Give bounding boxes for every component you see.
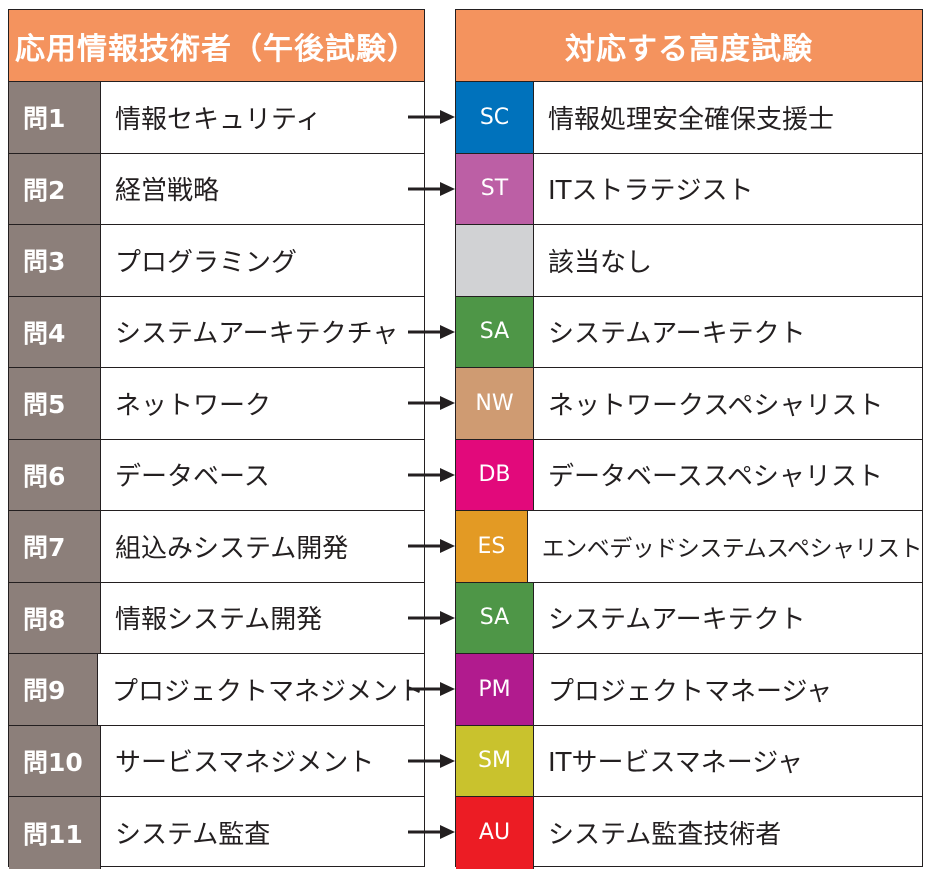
question-row: 問11 システム監査 (9, 797, 424, 869)
question-topic: 組込みシステム開発 (115, 533, 349, 564)
exam-rows: SC 情報処理安全確保支援士 ST ITストラテジスト 該当なし SA システムアーキテクト… (456, 82, 923, 869)
arrow-right-icon (408, 110, 455, 125)
exam-name: 該当なし (548, 247, 653, 278)
right-header: 対応する高度試験 (456, 10, 922, 82)
exam-name: エンベデッドシステムスペシャリスト (541, 536, 923, 563)
question-number: 問5 (9, 368, 101, 439)
arrow-right-icon (408, 610, 455, 625)
arrow-right-icon (408, 825, 455, 840)
advanced-exam-table: 対応する高度試験 SC 情報処理安全確保支援士 ST ITストラテジスト 該当なし SA シ… (455, 9, 923, 869)
exam-name: システム監査技術者 (548, 820, 782, 851)
question-row: 問8 情報システム開発 (9, 582, 424, 654)
question-topic: 情報セキュリティ (115, 104, 322, 135)
question-topic: ネットワーク (115, 390, 272, 421)
exam-row: SA システムアーキテクト (456, 582, 922, 654)
question-number: 問1 (9, 82, 101, 153)
question-topic: プロジェクトマネジメント (111, 676, 424, 707)
question-number: 問4 (9, 296, 101, 367)
exam-name: データベーススペシャリスト (548, 462, 883, 493)
question-row: 問4 システムアーキテクチャ (9, 296, 424, 368)
question-row: 問7 組込みシステム開発 (9, 511, 424, 583)
exam-code-badge: SA (456, 582, 534, 653)
exam-row: ST ITストラテジスト (456, 153, 922, 225)
exam-code-badge: DB (456, 439, 534, 510)
question-row: 問1 情報セキュリティ (9, 82, 424, 154)
exam-name: プロジェクトマネージャ (548, 676, 833, 707)
exam-name: ITサービスマネージャ (548, 748, 803, 779)
exam-name: システムアーキテクト (548, 605, 806, 636)
exam-code-badge: ES (456, 511, 528, 582)
arrow-right-icon (408, 181, 455, 196)
question-topic: システムアーキテクチャ (115, 319, 399, 350)
exam-row: SC 情報処理安全確保支援士 (456, 82, 922, 154)
question-number: 問2 (9, 153, 101, 224)
exam-row: SM ITサービスマネージャ (456, 725, 922, 797)
question-number: 問10 (9, 725, 101, 796)
arrow-right-icon (408, 682, 455, 697)
question-number: 問6 (9, 439, 101, 510)
exam-name: ネットワークスペシャリスト (548, 390, 884, 421)
question-topic: システム監査 (115, 820, 271, 851)
left-header: 応用情報技術者（午後試験） (9, 10, 424, 82)
question-number: 問11 (9, 797, 101, 869)
exam-row: PM プロジェクトマネージャ (456, 654, 922, 726)
exam-code-badge: AU (456, 797, 534, 869)
question-rows: 問1 情報セキュリティ 問2 経営戦略 問3 プログラミング 問4 システムアーキテクチャ 問5… (9, 82, 424, 869)
question-number: 問8 (9, 582, 101, 653)
question-row: 問5 ネットワーク (9, 368, 424, 440)
exam-row: AU システム監査技術者 (456, 797, 922, 869)
exam-row: SA システムアーキテクト (456, 296, 922, 368)
question-topic: プログラミング (115, 247, 298, 278)
question-row: 問6 データベース (9, 439, 424, 511)
exam-code-badge (456, 225, 534, 296)
exam-name: 情報処理安全確保支援士 (548, 104, 835, 135)
question-topic: データベース (115, 462, 270, 493)
question-number: 問9 (9, 654, 98, 725)
question-row: 問9 プロジェクトマネジメント (9, 654, 424, 726)
exam-code-badge: ST (456, 153, 534, 224)
exam-code-badge: SM (456, 725, 534, 796)
exam-row: DB データベーススペシャリスト (456, 439, 922, 511)
arrow-right-icon (408, 324, 455, 339)
exam-code-badge: NW (456, 368, 534, 439)
question-number: 問7 (9, 511, 101, 582)
exam-row: NW ネットワークスペシャリスト (456, 368, 922, 440)
exam-code-badge: SC (456, 82, 534, 153)
question-topic: サービスマネジメント (115, 748, 375, 779)
question-topic: 経営戦略 (115, 176, 220, 207)
exam-row: ES エンベデッドシステムスペシャリスト (456, 511, 923, 583)
question-row: 問3 プログラミング (9, 225, 424, 297)
question-topic: 情報システム開発 (115, 605, 323, 636)
exam-row: 該当なし (456, 225, 922, 297)
question-number: 問3 (9, 225, 101, 296)
arrow-right-icon (408, 467, 455, 482)
arrow-right-icon (408, 539, 455, 554)
question-row: 問10 サービスマネジメント (9, 725, 424, 797)
arrow-right-icon (408, 396, 455, 411)
exam-code-badge: SA (456, 296, 534, 367)
arrow-right-icon (408, 753, 455, 768)
exam-code-badge: PM (456, 654, 534, 725)
afternoon-exam-table: 応用情報技術者（午後試験） 問1 情報セキュリティ 問2 経営戦略 問3 プログラミング問… (8, 9, 425, 869)
question-row: 問2 経営戦略 (9, 153, 424, 225)
exam-name: システムアーキテクト (548, 319, 806, 350)
exam-name: ITストラテジスト (548, 176, 754, 207)
